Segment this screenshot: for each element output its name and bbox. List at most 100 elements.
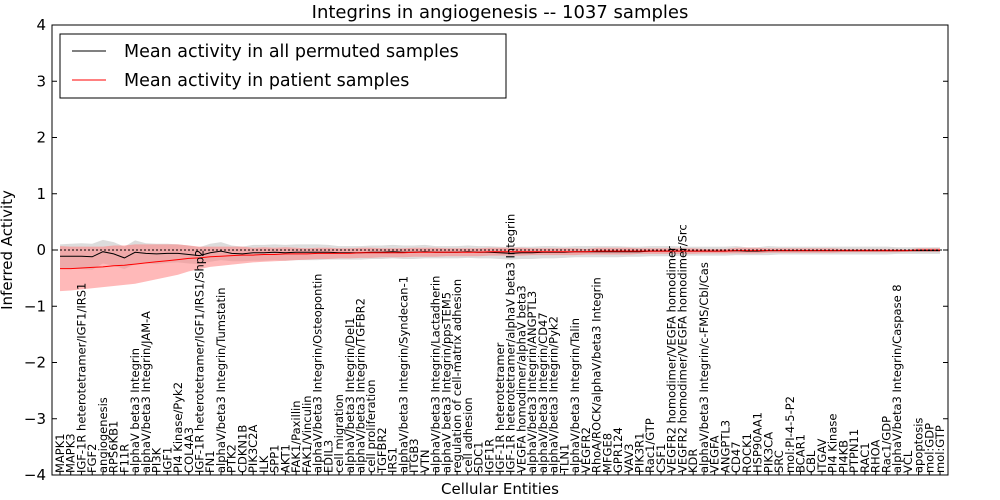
x-tick-label: CDKN1B — [235, 425, 249, 473]
x-tick-label: alphaV beta3 Integrin/ppsTEM5 — [439, 292, 453, 473]
x-tick-label: alphaV/beta3 Integrin/Caspase 8 — [890, 284, 904, 473]
x-tick-label: TGFBR2 — [375, 427, 389, 474]
x-axis-label: Cellular Entities — [441, 480, 559, 498]
x-tick-label: IGF-1R heterotetramer/alphaV beta3 Integ… — [504, 214, 518, 473]
x-tick-label: PI4 Kinase — [826, 414, 840, 473]
legend-label: Mean activity in all permuted samples — [124, 42, 459, 62]
y-tick-label: −4 — [24, 466, 46, 484]
legend-box — [59, 33, 507, 99]
x-tick-label: CD47 — [729, 441, 743, 473]
x-tick-label: VEGFA — [708, 435, 722, 473]
x-tick-label: VTN — [418, 450, 432, 474]
x-tick-label: PTPN11 — [847, 429, 861, 473]
chart-title: Integrins in angiogenesis -- 1037 sample… — [312, 2, 689, 23]
legend: Mean activity in all permuted samples Mea… — [59, 33, 507, 99]
x-tick-label: alphaV/beta3 Integrin/JAM-A — [139, 311, 153, 473]
x-tick-label: VCL — [901, 450, 915, 473]
x-tick-label: MFGE8 — [600, 433, 614, 473]
x-tick-label: MAPK1 — [53, 433, 67, 473]
confidence-band-1 — [60, 244, 940, 292]
x-tick-label: mol:GTP — [933, 425, 947, 473]
x-tick-label: alphaV/beta3 Integrin/Tumstatin — [214, 288, 228, 473]
x-tick-label: KDR — [686, 449, 700, 473]
x-tick-label: angiogenesis — [96, 397, 110, 473]
x-tick-label: VEGFR2 homodimer/VEGFA homodimer/Src — [675, 224, 689, 473]
x-tick-label: AKT1 — [278, 444, 292, 473]
y-tick-label: 3 — [36, 72, 46, 90]
x-tick-label: alphaV/beta3 Integrin/Pyk2 — [547, 316, 561, 473]
series-lines — [60, 249, 940, 270]
x-tick-label: apoptosis — [912, 418, 926, 473]
y-tick-label: 4 — [36, 16, 46, 34]
x-tick-label: alphaV/beta3 Integrin/Del1 — [343, 317, 357, 473]
x-tick-label: Rac1/GDP — [879, 416, 893, 473]
x-tick-label: mol:PI-4-5-P2 — [783, 396, 797, 473]
x-tick-label: alphaV/beta3 Integrin/Lactadherin — [429, 276, 443, 473]
x-tick-label: MAPK3 — [64, 433, 78, 473]
y-axis-ticks: −4 −3 −2 −1 0 1 2 3 4 — [24, 16, 948, 484]
y-tick-label: −1 — [24, 297, 46, 315]
x-tick-label: PIK3CA — [761, 432, 775, 473]
x-tick-label: cell adhesion — [461, 397, 475, 473]
y-tick-label: 0 — [36, 241, 46, 259]
x-tick-label: PIK3R1 — [633, 433, 647, 474]
x-tick-label: SPP1 — [268, 445, 282, 474]
x-tick-label: alphaV/beta3 Integrin/c-FMS/Cbl/Cas — [697, 262, 711, 473]
x-tick-label: GPR124 — [611, 427, 625, 473]
x-tick-label: PI4 Kinase/Pyk2 — [171, 382, 185, 473]
x-tick-label: ANGPTL3 — [718, 420, 732, 473]
y-tick-label: −2 — [24, 354, 46, 372]
x-tick-label: PI4KB — [836, 440, 850, 473]
x-tick-label: VEGFR2 — [579, 427, 593, 473]
x-tick-label: IGF-1R heterotetramer — [493, 342, 507, 473]
x-tick-label: IGF-1R heterotetramer/IGF1/IRS1/Shp2 — [193, 250, 207, 473]
x-tick-label: F11R — [117, 444, 131, 473]
x-tick-label: COL4A3 — [182, 427, 196, 473]
x-tick-label: SDC1 — [472, 441, 486, 473]
x-tick-label: IGF1 — [160, 447, 174, 473]
y-axis-label: Inferred Activity — [0, 190, 16, 310]
x-tick-label: IGF-1R heterotetramer/IGF1/IRS1 — [75, 283, 89, 473]
x-tick-label: BCAR1 — [794, 434, 808, 473]
legend-label: Mean activity in patient samples — [124, 71, 409, 91]
x-tick-label: PI3K — [150, 447, 164, 473]
x-tick-label: ITGB3 — [407, 438, 421, 473]
x-tick-label: alphaV/beta3 Integrin/CD47 — [536, 312, 550, 473]
y-tick-label: 2 — [36, 129, 46, 147]
x-tick-label: cell proliferation — [364, 379, 378, 473]
x-tick-label: VEGFA homodimer/alphaV beta3 — [515, 285, 529, 473]
x-tick-label: CSF1 — [654, 444, 668, 473]
x-tick-label: RHOA — [869, 440, 883, 473]
x-tick-label: RhoA/ROCK/alphaV/beta3 Integrin — [590, 277, 604, 473]
x-tick-label: TLN1 — [557, 444, 571, 474]
x-tick-label: PTK2 — [225, 444, 239, 473]
x-tick-label: alphaV beta3 Integrin — [128, 348, 142, 473]
x-tick-label: alphaV/beta3 Integrin/Syndecan-1 — [396, 276, 410, 473]
x-tick-label: regulation of cell-matrix adhesion — [450, 279, 464, 473]
x-tick-label: VEGFR2 homodimer/VEGFA homodimer — [665, 246, 679, 473]
x-tick-label: HSP90AA1 — [751, 412, 765, 473]
x-tick-label: alphaV/beta3 Integrin/Talin — [568, 318, 582, 473]
x-tick-label: ROCK1 — [740, 433, 754, 473]
x-tick-label: alphaV/beta3 Integrin/ANGPTL3 — [525, 291, 539, 473]
x-tick-label: Rac1/GTP — [643, 418, 657, 473]
x-tick-label: VAV3 — [622, 444, 636, 473]
x-tick-label: CBL — [804, 450, 818, 473]
x-tick-label: RAC1 — [858, 442, 872, 473]
x-tick-label: EDIL3 — [321, 440, 335, 473]
y-tick-label: 1 — [36, 185, 46, 203]
x-tick-label: IRS1 — [386, 447, 400, 473]
x-tick-label: FN1 — [203, 450, 217, 473]
x-tick-label: RPS6KB1 — [107, 421, 121, 473]
x-tick-label: PIK3C2A — [246, 424, 260, 473]
plot-frame — [51, 24, 949, 476]
x-tick-label: IGF1R — [482, 439, 496, 473]
x-tick-label: mol:GDP — [922, 423, 936, 473]
confidence-bands — [60, 239, 940, 292]
y-tick-label: −3 — [24, 410, 46, 428]
x-tick-label: ILK — [257, 455, 271, 473]
x-tick-label: SRC — [772, 450, 786, 473]
x-tick-label: ITGAV — [815, 439, 829, 473]
